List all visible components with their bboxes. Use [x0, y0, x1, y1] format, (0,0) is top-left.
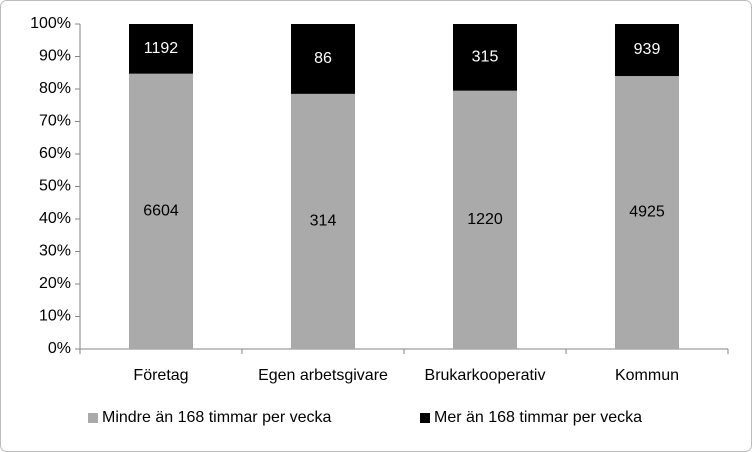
- x-tick-label: Företag: [133, 367, 188, 384]
- y-tick-label: 60%: [39, 145, 71, 162]
- bar-segment: [129, 73, 193, 350]
- y-tick-label: 90%: [39, 48, 71, 65]
- legend-swatch: [88, 413, 98, 423]
- data-label: 315: [472, 49, 499, 66]
- bar-segment: [129, 24, 193, 74]
- bar-segment: [615, 24, 679, 77]
- legend-swatch: [420, 413, 430, 423]
- data-label: 1192: [144, 40, 179, 57]
- legend-label: Mer än 168 timmar per vecka: [434, 409, 642, 426]
- data-label: 86: [314, 50, 332, 67]
- x-tick-label: Brukarkooperativ: [425, 367, 546, 384]
- y-tick-label: 50%: [39, 178, 71, 195]
- y-tick-label: 100%: [30, 15, 71, 32]
- bar-segment: [615, 76, 679, 350]
- data-label: 1220: [467, 211, 503, 228]
- bar-segment: [291, 93, 355, 349]
- bar-segment: [453, 90, 517, 349]
- legend-label: Mindre än 168 timmar per vecka: [102, 409, 332, 426]
- y-tick-label: 70%: [39, 113, 71, 130]
- y-tick-label: 20%: [39, 275, 71, 292]
- y-tick-label: 40%: [39, 210, 71, 227]
- bar-segment: [291, 24, 355, 94]
- y-tick-label: 10%: [39, 308, 71, 325]
- x-tick-label: Egen arbetsgivare: [258, 367, 388, 384]
- x-tick-label: Kommun: [615, 367, 679, 384]
- data-label: 314: [310, 213, 337, 230]
- y-tick-label: 80%: [39, 80, 71, 97]
- data-label: 6604: [143, 203, 179, 220]
- y-tick-label: 30%: [39, 243, 71, 260]
- bar-segment: [453, 24, 517, 91]
- y-tick-label: 0%: [48, 340, 71, 357]
- data-label: 939: [634, 41, 661, 58]
- data-label: 4925: [629, 204, 665, 221]
